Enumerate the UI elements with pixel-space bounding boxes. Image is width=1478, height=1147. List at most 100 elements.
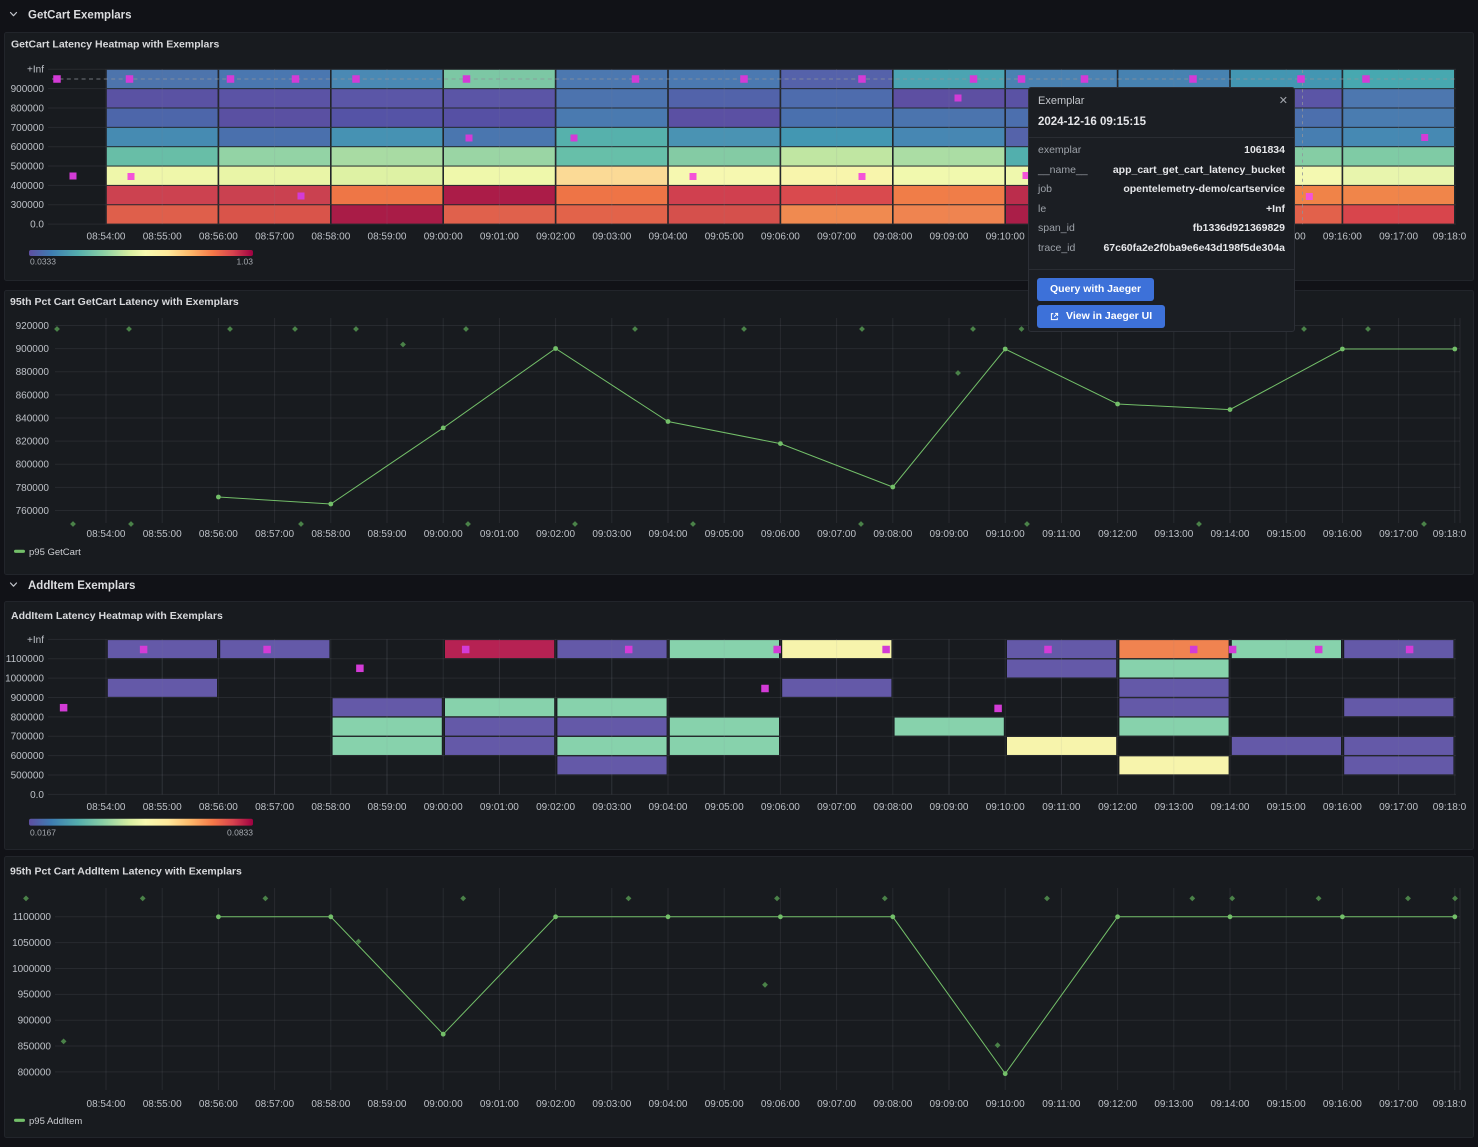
svg-text:09:13:00: 09:13:00 (1154, 529, 1193, 540)
svg-text:09:06:00: 09:06:00 (761, 802, 800, 813)
svg-text:09:01:00: 09:01:00 (480, 1099, 519, 1110)
svg-text:09:12:00: 09:12:00 (1098, 529, 1137, 540)
svg-text:09:17:00: 09:17:00 (1379, 1099, 1418, 1110)
svg-text:09:16:00: 09:16:00 (1323, 529, 1362, 540)
svg-text:09:05:00: 09:05:00 (705, 232, 744, 243)
svg-text:p95 AddItem: p95 AddItem (29, 1116, 82, 1127)
svg-text:09:06:00: 09:06:00 (761, 1099, 800, 1110)
svg-text:08:54:00: 08:54:00 (87, 232, 126, 243)
svg-text:0.0: 0.0 (30, 790, 44, 801)
svg-text:1100000: 1100000 (6, 654, 45, 665)
svg-text:900000: 900000 (11, 84, 45, 95)
svg-text:500000: 500000 (11, 162, 45, 173)
svg-text:500000: 500000 (11, 770, 45, 781)
svg-text:08:57:00: 08:57:00 (255, 529, 294, 540)
svg-text:900000: 900000 (18, 1016, 52, 1027)
svg-text:09:05:00: 09:05:00 (705, 802, 744, 813)
svg-text:0.0333: 0.0333 (30, 257, 56, 267)
svg-text:800000: 800000 (11, 103, 45, 114)
svg-text:400000: 400000 (11, 181, 45, 192)
svg-text:08:55:00: 08:55:00 (143, 1099, 182, 1110)
svg-text:0.0: 0.0 (30, 220, 44, 231)
svg-text:09:11:00: 09:11:00 (1042, 802, 1081, 813)
svg-text:08:55:00: 08:55:00 (143, 802, 182, 813)
svg-text:08:54:00: 08:54:00 (87, 802, 126, 813)
svg-text:09:16:00: 09:16:00 (1323, 802, 1362, 813)
svg-text:09:03:00: 09:03:00 (592, 232, 631, 243)
svg-text:09:14:00: 09:14:00 (1211, 1099, 1250, 1110)
svg-text:1.03: 1.03 (236, 257, 253, 267)
svg-text:1000000: 1000000 (5, 674, 44, 685)
svg-text:09:02:00: 09:02:00 (536, 1099, 575, 1110)
svg-text:09:03:00: 09:03:00 (592, 802, 631, 813)
svg-text:09:09:00: 09:09:00 (930, 802, 969, 813)
svg-text:600000: 600000 (11, 751, 45, 762)
svg-text:920000: 920000 (16, 321, 50, 332)
svg-text:600000: 600000 (11, 142, 45, 153)
svg-text:950000: 950000 (18, 990, 52, 1001)
svg-text:840000: 840000 (16, 413, 50, 424)
svg-text:09:05:00: 09:05:00 (705, 529, 744, 540)
svg-text:0.0833: 0.0833 (227, 828, 253, 838)
svg-text:09:11:00: 09:11:00 (1042, 1099, 1081, 1110)
svg-text:09:06:00: 09:06:00 (761, 529, 800, 540)
svg-text:09:08:00: 09:08:00 (873, 802, 912, 813)
svg-text:GetCart Latency Heatmap with E: GetCart Latency Heatmap with Exemplars (11, 39, 219, 51)
svg-text:09:00:00: 09:00:00 (424, 802, 463, 813)
svg-text:+Inf: +Inf (27, 635, 44, 646)
svg-text:08:57:00: 08:57:00 (255, 1099, 294, 1110)
svg-text:09:17:00: 09:17:00 (1379, 802, 1418, 813)
svg-text:700000: 700000 (11, 732, 45, 743)
svg-text:0.0167: 0.0167 (30, 828, 56, 838)
svg-text:09:08:00: 09:08:00 (873, 529, 912, 540)
svg-text:09:13:00: 09:13:00 (1154, 1099, 1193, 1110)
svg-text:08:55:00: 08:55:00 (143, 232, 182, 243)
svg-text:AddItem Exemplars: AddItem Exemplars (28, 580, 135, 592)
svg-text:850000: 850000 (18, 1042, 52, 1053)
svg-text:780000: 780000 (16, 483, 50, 494)
svg-text:09:09:00: 09:09:00 (930, 529, 969, 540)
svg-text:09:14:00: 09:14:00 (1211, 802, 1250, 813)
svg-text:09:00:00: 09:00:00 (424, 232, 463, 243)
svg-text:08:57:00: 08:57:00 (255, 232, 294, 243)
svg-text:09:17:00: 09:17:00 (1379, 232, 1418, 243)
svg-text:09:04:00: 09:04:00 (649, 802, 688, 813)
svg-text:p95 GetCart: p95 GetCart (29, 547, 81, 558)
svg-text:1000000: 1000000 (12, 964, 51, 975)
svg-text:08:54:00: 08:54:00 (87, 1099, 126, 1110)
svg-text:09:12:00: 09:12:00 (1098, 802, 1137, 813)
svg-text:09:05:00: 09:05:00 (705, 1099, 744, 1110)
svg-text:09:09:00: 09:09:00 (930, 1099, 969, 1110)
svg-text:300000: 300000 (11, 200, 45, 211)
svg-text:760000: 760000 (16, 506, 50, 517)
svg-text:700000: 700000 (11, 123, 45, 134)
svg-text:08:59:00: 08:59:00 (368, 529, 407, 540)
svg-text:09:08:00: 09:08:00 (873, 1099, 912, 1110)
svg-text:09:09:00: 09:09:00 (930, 232, 969, 243)
svg-text:08:56:00: 08:56:00 (199, 1099, 238, 1110)
svg-text:900000: 900000 (11, 693, 45, 704)
svg-text:820000: 820000 (16, 437, 50, 448)
svg-text:09:12:00: 09:12:00 (1098, 1099, 1137, 1110)
svg-text:08:56:00: 08:56:00 (199, 802, 238, 813)
svg-text:95th Pct Cart GetCart Latency: 95th Pct Cart GetCart Latency with Exemp… (10, 296, 239, 308)
svg-text:09:14:00: 09:14:00 (1211, 529, 1250, 540)
svg-text:08:58:00: 08:58:00 (311, 529, 350, 540)
svg-text:09:07:00: 09:07:00 (817, 1099, 856, 1110)
svg-text:1100000: 1100000 (13, 912, 52, 923)
svg-text:08:59:00: 08:59:00 (368, 802, 407, 813)
svg-text:95th Pct Cart AddItem Latency: 95th Pct Cart AddItem Latency with Exemp… (10, 866, 242, 878)
svg-text:09:02:00: 09:02:00 (536, 802, 575, 813)
svg-text:08:56:00: 08:56:00 (199, 529, 238, 540)
svg-text:09:01:00: 09:01:00 (480, 802, 519, 813)
svg-text:09:07:00: 09:07:00 (817, 232, 856, 243)
svg-text:09:04:00: 09:04:00 (649, 1099, 688, 1110)
svg-text:08:56:00: 08:56:00 (199, 232, 238, 243)
svg-text:09:15:00: 09:15:00 (1267, 529, 1306, 540)
svg-text:09:15:00: 09:15:00 (1267, 1099, 1306, 1110)
svg-text:09:15:00: 09:15:00 (1267, 802, 1306, 813)
svg-text:09:07:00: 09:07:00 (817, 529, 856, 540)
svg-text:09:13:00: 09:13:00 (1154, 802, 1193, 813)
svg-text:+Inf: +Inf (27, 65, 44, 76)
svg-text:08:55:00: 08:55:00 (143, 529, 182, 540)
